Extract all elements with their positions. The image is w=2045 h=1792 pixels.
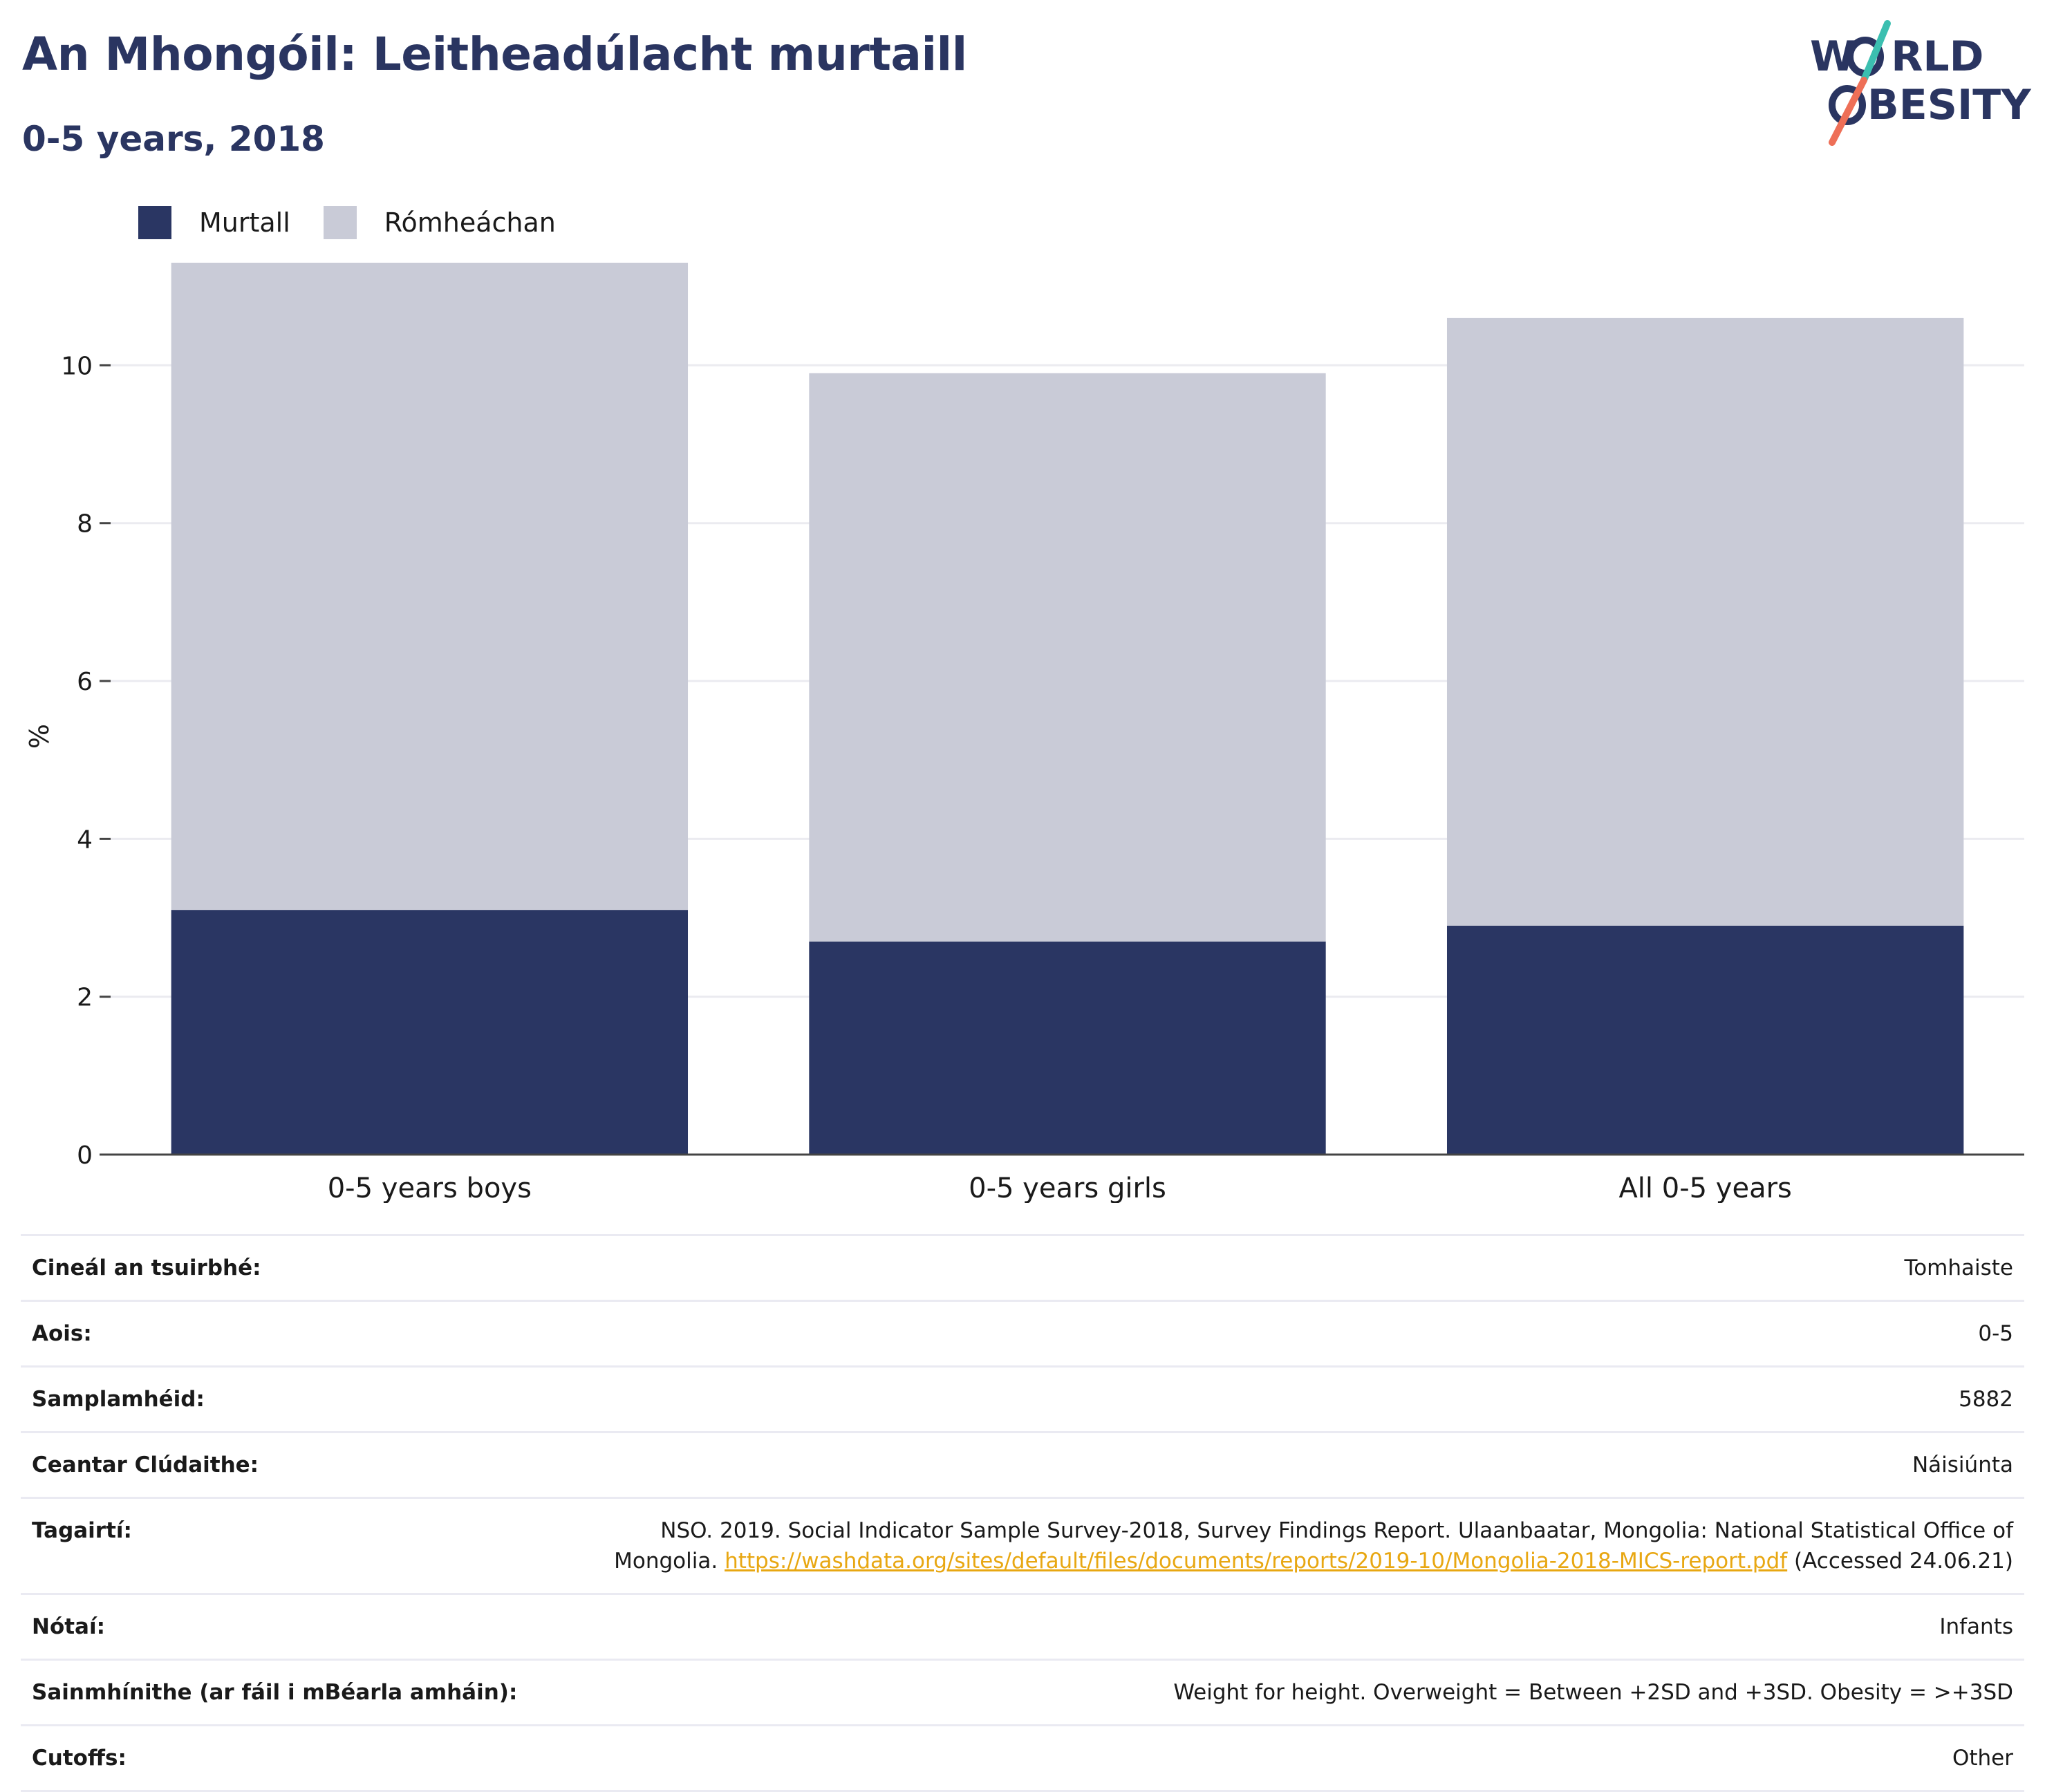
bar-chart: 0 2 4 6 8 10% 0-5 years boys 0-5 years girls All… <box>24 263 2024 1203</box>
x-category-label: All 0-5 years <box>1618 1173 1791 1203</box>
info-table: Cineál an tsuirbhé: Tomhaiste Aois: 0-5 … <box>21 1234 2024 1792</box>
info-value: Other <box>1952 1746 2013 1771</box>
info-value: Náisiúnta <box>1912 1453 2013 1477</box>
chart-title: An Mhongóil: Leitheadúlacht murtaill <box>22 28 967 81</box>
legend-label-overweight: Rómheáchan <box>384 207 556 238</box>
logo-slash-coral <box>1829 77 1867 146</box>
info-value: Infants <box>1939 1614 2013 1639</box>
logo-line1: WORLD <box>1810 32 1983 81</box>
info-key: Nótaí: <box>32 1614 106 1639</box>
logo-o-bottom <box>1829 85 1866 125</box>
world-obesity-logo: WORLD OBESITY <box>1797 14 2033 152</box>
chart-subtitle: 0-5 years, 2018 <box>22 119 325 159</box>
legend-item-overweight[interactable]: Rómheáchan <box>323 206 556 239</box>
x-category-label: 0-5 years boys <box>328 1173 532 1203</box>
bar-obese <box>1446 925 1964 1155</box>
info-value: 5882 <box>1959 1387 2013 1412</box>
bar-overweight <box>1446 317 1964 926</box>
info-key: Samplamhéid: <box>32 1387 205 1412</box>
reference-link[interactable]: https://washdata.org/sites/default/files… <box>725 1549 1788 1574</box>
y-tick-label: 10 <box>61 352 93 380</box>
info-row-survey-type: Cineál an tsuirbhé: Tomhaiste <box>21 1235 2024 1301</box>
bar-obese <box>171 910 689 1155</box>
y-tick-label: 4 <box>77 825 93 854</box>
info-row-definitions: Sainmhínithe (ar fáil i mBéarla amháin):… <box>21 1659 2024 1726</box>
info-key: Aois: <box>32 1321 92 1346</box>
info-row-area-covered: Ceantar Clúdaithe: Náisiúnta <box>21 1432 2024 1498</box>
y-tick-label: 6 <box>77 668 93 696</box>
info-key: Cutoffs: <box>32 1746 127 1771</box>
legend-item-obese[interactable]: Murtall <box>138 206 290 239</box>
info-value: Tomhaiste <box>1904 1256 2013 1280</box>
logo-slash-teal <box>1860 20 1891 84</box>
reference-accessed: (Accessed 24.06.21) <box>1794 1549 2013 1574</box>
bar-obese <box>809 941 1326 1155</box>
y-tick-label: 0 <box>77 1141 93 1170</box>
bar-overweight <box>171 263 689 911</box>
legend-label-obese: Murtall <box>199 207 290 238</box>
logo-graphic: WORLD OBESITY <box>1810 20 2032 146</box>
info-row-cutoffs: Cutoffs: Other <box>21 1725 2024 1791</box>
bar-overweight <box>809 373 1326 942</box>
info-value: Weight for height. Overweight = Between … <box>1173 1680 2013 1705</box>
info-row-sample-size: Samplamhéid: 5882 <box>21 1366 2024 1432</box>
y-axis-title: % <box>24 724 55 749</box>
info-value: 0-5 <box>1978 1321 2013 1346</box>
info-row-notes: Nótaí: Infants <box>21 1594 2024 1660</box>
y-tick-label: 8 <box>77 510 93 539</box>
info-value: NSO. 2019. Social Indicator Sample Surve… <box>568 1498 2024 1594</box>
info-key: Ceantar Clúdaithe: <box>32 1453 259 1477</box>
legend-swatch-obese <box>138 206 171 239</box>
reference-text: NSO. 2019. Social Indicator Sample Surve… <box>614 1518 2013 1574</box>
chart-legend: Murtall Rómheáchan <box>138 202 589 243</box>
info-row-references: Tagairtí: NSO. 2019. Social Indicator Sa… <box>21 1497 2024 1594</box>
info-row-age: Aois: 0-5 <box>21 1300 2024 1367</box>
info-key: Sainmhínithe (ar fáil i mBéarla amháin): <box>32 1680 518 1705</box>
info-key: Cineál an tsuirbhé: <box>32 1256 261 1280</box>
info-key: Tagairtí: <box>32 1518 132 1543</box>
x-category-label: 0-5 years girls <box>969 1173 1166 1203</box>
y-tick-label: 2 <box>77 984 93 1012</box>
legend-swatch-overweight <box>323 206 357 239</box>
